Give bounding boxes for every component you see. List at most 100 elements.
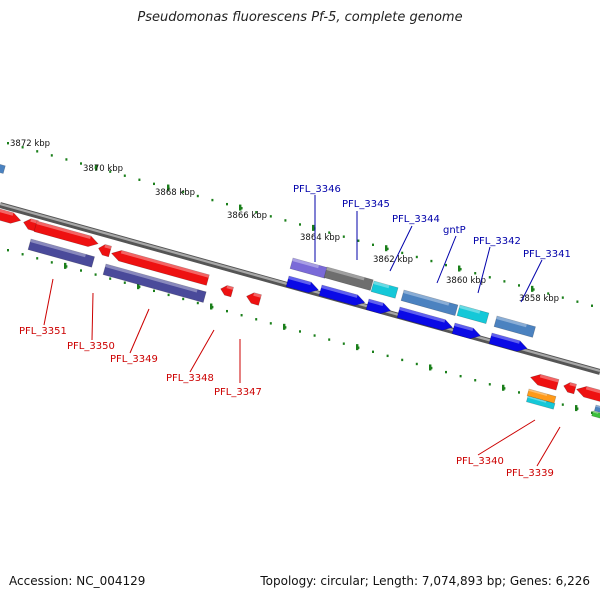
gene-label-pfl-3340[interactable]: PFL_3340 <box>456 456 504 467</box>
feature-small-red-a <box>23 218 39 232</box>
scale-tick <box>36 257 39 260</box>
scale-tick <box>518 284 520 287</box>
feature-pfl-3346 <box>289 257 329 279</box>
feature-gntp-shine <box>403 290 450 306</box>
feature-steel-small-body <box>594 404 600 414</box>
scale-tick <box>269 322 272 325</box>
scale-tick <box>503 280 506 283</box>
scale-tick <box>284 219 287 222</box>
scale-major-tick <box>239 204 242 211</box>
gene-label-pfl-3347[interactable]: PFL_3347 <box>214 387 262 398</box>
scale-tick <box>21 253 24 256</box>
feature-blue-d <box>396 306 454 331</box>
scale-major-tick <box>283 323 286 330</box>
scale-tick <box>109 170 112 173</box>
scale-major-tick <box>137 283 140 290</box>
feature-pfl-3351-red-shine <box>36 221 91 239</box>
scale-tick <box>328 231 331 234</box>
feature-pfl-3338-body <box>575 386 600 404</box>
scale-tick <box>561 296 564 299</box>
reverse-leader-line <box>536 426 561 467</box>
feature-blue-d-shine <box>399 307 446 323</box>
forward-leader-line <box>520 259 543 303</box>
feature-pfl-3346-shine <box>292 258 320 269</box>
scale-major-tick <box>356 344 359 351</box>
feature-pfl-3347-shine <box>253 292 262 298</box>
gene-label-pfl-3344[interactable]: PFL_3344 <box>392 214 440 225</box>
feature-small-red-c <box>563 382 577 395</box>
feature-pfl-3349-red-body <box>110 250 210 286</box>
scale-major-tick <box>312 224 315 231</box>
scale-tick <box>65 158 68 161</box>
feature-pfl-3347-body <box>246 292 262 306</box>
scale-tick <box>255 318 258 321</box>
scale-tick <box>226 309 228 313</box>
feature-small-red-a-body <box>23 218 39 232</box>
ruler-label: 3862 kbp <box>373 255 413 265</box>
feature-blue-f <box>488 332 528 352</box>
feature-pfl-3340-red <box>529 374 560 391</box>
scale-tick <box>94 273 97 276</box>
feature-blue-e-shine <box>454 323 474 332</box>
scale-tick <box>488 383 491 386</box>
gene-label-pfl-3349[interactable]: PFL_3349 <box>110 354 158 365</box>
feature-slate-b <box>102 263 207 303</box>
gene-label-pfl-3339[interactable]: PFL_3339 <box>506 468 554 479</box>
forward-gene-labels: PFL_3346 PFL_3345 PFL_3344 gntP PFL_3342… <box>293 184 571 260</box>
map-title: Pseudomonas fluorescens Pf-5, complete g… <box>137 10 463 25</box>
ruler-label: 3870 kbp <box>83 164 123 174</box>
scale-tick <box>167 293 170 297</box>
feature-orange-body <box>526 388 557 404</box>
scale-tick <box>299 223 301 226</box>
scale-tick <box>518 391 520 394</box>
ruler-label: 3860 kbp <box>446 276 486 286</box>
feature-small-red-b-shine <box>104 244 112 250</box>
feature-pfl-3349-red <box>110 250 210 286</box>
gene-label-pfl-3348[interactable]: PFL_3348 <box>166 373 214 384</box>
feature-orange-shine <box>528 389 548 396</box>
scale-tick <box>342 342 345 345</box>
scale-tick <box>80 269 82 272</box>
feature-blue-c-body <box>365 298 392 314</box>
scale-tick <box>269 215 272 218</box>
gene-label-pfl-3350[interactable]: PFL_3350 <box>67 341 115 352</box>
scale-major-tick <box>531 285 534 292</box>
scale-tick <box>153 182 155 186</box>
scale-ruler <box>7 142 593 414</box>
scale-major-tick <box>429 364 432 371</box>
ruler-label: 3864 kbp <box>300 233 340 243</box>
forward-leader-line <box>436 235 457 284</box>
feature-slate-a-shine <box>30 239 86 258</box>
feature-pfl-3345-shine <box>326 267 365 281</box>
scale-major-tick <box>64 262 67 269</box>
feature-pfl-3338 <box>575 386 600 404</box>
scale-tick <box>430 259 433 263</box>
feature-pfl-3348-body <box>220 285 234 298</box>
reverse-leader-line <box>189 329 215 373</box>
label-leader-lines <box>43 195 561 467</box>
gene-label-pfl-3351[interactable]: PFL_3351 <box>19 326 67 337</box>
feature-pfl-3345-body <box>323 266 374 291</box>
feature-pfl-3344-body <box>370 280 399 299</box>
feature-small-red-b-body <box>98 244 112 258</box>
feature-blue-b <box>318 284 366 306</box>
reverse-leader-line <box>129 308 150 354</box>
scale-tick <box>80 162 82 165</box>
gene-label-pfl-3346[interactable]: PFL_3346 <box>293 184 341 195</box>
gene-label-gntp[interactable]: gntP <box>443 225 466 236</box>
feature-blue-e <box>451 322 482 340</box>
scale-tick <box>547 292 550 295</box>
scale-ruler-labels: 3872 kbp 3870 kbp 3868 kbp 3866 kbp 3864… <box>10 139 559 304</box>
forward-leader-line <box>389 225 413 272</box>
scale-tick <box>109 277 112 280</box>
feature-blue-a-shine <box>288 276 312 286</box>
feature-pfl-3347 <box>246 292 262 306</box>
genome-summary-text: Topology: circular; Length: 7,074,893 bp… <box>260 574 590 588</box>
gene-label-pfl-3342[interactable]: PFL_3342 <box>473 236 521 247</box>
scale-tick <box>328 338 331 341</box>
gene-label-pfl-3345[interactable]: PFL_3345 <box>342 199 390 210</box>
gene-label-pfl-3341[interactable]: PFL_3341 <box>523 249 571 260</box>
scale-tick <box>561 403 564 406</box>
feature-blue-a-body <box>285 275 319 294</box>
